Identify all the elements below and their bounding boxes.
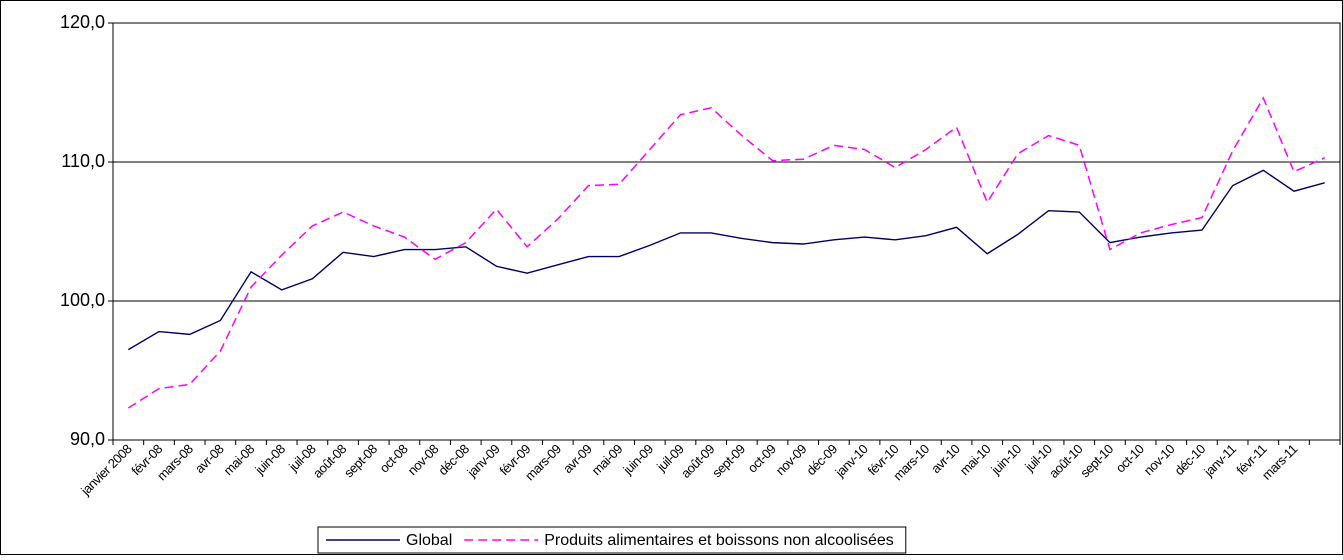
y-tick-label: 110,0 [61,151,105,171]
legend-label: Global [406,532,452,549]
legend-box [317,526,907,554]
legend: Global Produits alimentaires et boissons … [317,526,907,554]
series-line [127,169,1325,351]
series-line [127,96,1325,409]
y-tick-label: 100,0 [60,290,105,310]
plot-area [113,23,1340,440]
y-tick-label: 90,0 [70,429,105,449]
y-tick-label: 120,0 [60,12,105,32]
legend-label: Produits alimentaires et boissons non al… [544,532,894,549]
